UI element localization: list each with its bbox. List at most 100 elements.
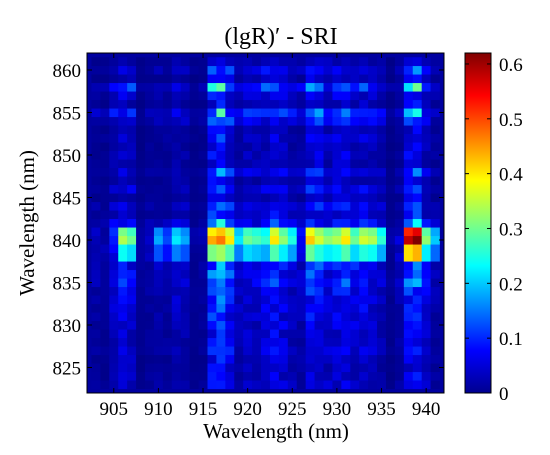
heatmap-cell: [216, 133, 226, 143]
heatmap-cell: [332, 320, 342, 330]
heatmap-cell: [296, 184, 306, 194]
heatmap-cell: [323, 303, 333, 313]
heatmap-cell: [243, 380, 253, 390]
heatmap-cell: [153, 167, 164, 177]
heatmap-cell: [109, 312, 119, 322]
heatmap-cell: [100, 99, 110, 109]
heatmap-cell: [269, 235, 280, 245]
heatmap-cell: [91, 125, 101, 135]
heatmap-cell: [332, 116, 342, 126]
heatmap-cell: [234, 354, 244, 364]
heatmap-cell: [234, 65, 244, 75]
heatmap-cell: [234, 184, 244, 194]
heatmap-cell: [225, 167, 235, 177]
heatmap-cell: [323, 235, 333, 245]
heatmap-cell: [385, 210, 396, 220]
heatmap-cell: [368, 303, 378, 313]
heatmap-cell: [430, 125, 440, 135]
heatmap-cell: [394, 346, 405, 356]
heatmap-cell: [430, 252, 440, 262]
heatmap-cell: [100, 269, 110, 279]
heatmap-cell: [109, 337, 119, 347]
heatmap-cell: [153, 159, 164, 169]
heatmap-cell: [296, 210, 306, 220]
x-axis-label: Wavelength (nm): [203, 419, 349, 443]
heatmap-cell: [252, 363, 262, 373]
heatmap-cell: [243, 244, 253, 254]
heatmap-cell: [385, 320, 396, 330]
heatmap-cell: [145, 286, 155, 296]
heatmap-cell: [341, 286, 351, 296]
heatmap-cell: [368, 218, 378, 228]
heatmap-cell: [153, 193, 164, 203]
heatmap-cell: [109, 193, 119, 203]
heatmap-cell: [394, 57, 405, 67]
heatmap-cell: [136, 252, 146, 262]
heatmap-cell: [145, 320, 155, 330]
y-axis-label: Wavelength (nm): [15, 150, 39, 296]
heatmap-cell: [287, 150, 298, 160]
colorbar-tick-label: 0.2: [499, 274, 523, 295]
heatmap-cell: [234, 227, 244, 237]
heatmap-cell: [100, 244, 110, 254]
heatmap-cell: [403, 312, 414, 322]
heatmap-cell: [109, 125, 119, 135]
heatmap-cell: [332, 380, 342, 390]
heatmap-cell: [394, 116, 405, 126]
heatmap-cell: [350, 133, 360, 143]
heatmap-cell: [287, 125, 298, 135]
heatmap-cell: [412, 150, 422, 160]
heatmap-cell: [323, 244, 333, 254]
heatmap-cell: [350, 269, 360, 279]
heatmap-cell: [216, 57, 226, 67]
heatmap-cell: [252, 244, 262, 254]
heatmap-cell: [153, 218, 164, 228]
heatmap-cell: [91, 337, 101, 347]
heatmap-cell: [385, 159, 396, 169]
heatmap-cell: [180, 363, 190, 373]
heatmap-cell: [421, 82, 431, 92]
heatmap-cell: [305, 286, 315, 296]
heatmap-cell: [421, 142, 431, 152]
heatmap-cell: [153, 244, 164, 254]
heatmap-cell: [314, 116, 324, 126]
heatmap-cell: [394, 193, 405, 203]
heatmap-cell: [296, 227, 306, 237]
heatmap-cell: [136, 74, 146, 84]
heatmap-cell: [278, 235, 289, 245]
heatmap-cell: [368, 295, 378, 305]
heatmap-cell: [403, 346, 414, 356]
heatmap-cell: [403, 159, 414, 169]
heatmap-cell: [127, 74, 137, 84]
heatmap-cell: [403, 303, 414, 313]
heatmap-cell: [287, 252, 298, 262]
heatmap-cell: [198, 108, 208, 118]
heatmap-cell: [305, 176, 315, 186]
heatmap-cell: [100, 150, 110, 160]
heatmap-cell: [368, 371, 378, 381]
heatmap-cell: [287, 244, 298, 254]
y-tick-label: 855: [53, 104, 82, 125]
heatmap-cell: [269, 74, 280, 84]
heatmap-cell: [109, 261, 119, 271]
heatmap-cell: [91, 329, 101, 339]
heatmap-cell: [252, 57, 262, 67]
heatmap-cell: [225, 57, 235, 67]
heatmap-cell: [305, 261, 315, 271]
heatmap-cell: [394, 167, 405, 177]
heatmap-cell: [189, 210, 199, 220]
heatmap-cell: [314, 295, 324, 305]
heatmap-cell: [421, 218, 431, 228]
heatmap-cell: [430, 65, 440, 75]
heatmap-cell: [91, 193, 101, 203]
colorbar-tick-label: 0.5: [499, 110, 523, 131]
heatmap-cell: [421, 159, 431, 169]
heatmap-cell: [261, 303, 271, 313]
heatmap-cell: [261, 167, 271, 177]
heatmap-cell: [207, 371, 217, 381]
heatmap-cell: [189, 142, 199, 152]
heatmap-cell: [145, 337, 155, 347]
heatmap-cell: [350, 167, 360, 177]
heatmap-cell: [261, 99, 271, 109]
heatmap-cell: [421, 320, 431, 330]
